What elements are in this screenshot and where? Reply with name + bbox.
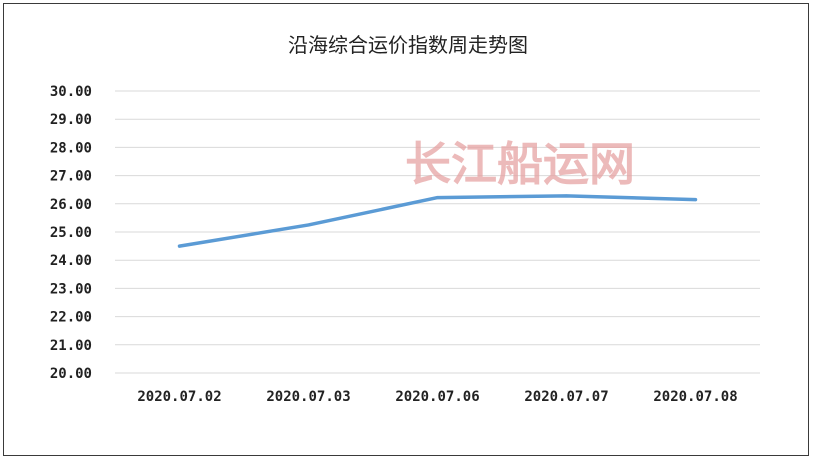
y-tick-label: 27.00	[50, 169, 92, 185]
data-point-1	[307, 223, 310, 227]
chart-frame	[3, 3, 809, 456]
x-tick-label: 2020.07.03	[266, 389, 350, 405]
y-tick-label: 21.00	[50, 338, 92, 354]
x-tick-label: 2020.07.08	[653, 389, 737, 405]
y-tick-label: 26.00	[50, 197, 92, 213]
watermark-text: 长江船运网	[405, 137, 635, 191]
x-tick-label: 2020.07.02	[137, 389, 221, 405]
x-axis-ticks: 2020.07.02 2020.07.03 2020.07.06 2020.07.07…	[137, 389, 737, 405]
y-axis-ticks: 20.00 21.00 22.00 23.00 24.00 25.00 26.00 27.00…	[50, 84, 92, 382]
data-point-4	[694, 198, 697, 202]
data-point-3	[565, 194, 568, 198]
y-tick-label: 30.00	[50, 84, 92, 100]
x-tick-label: 2020.07.06	[395, 389, 479, 405]
data-point-0	[178, 244, 181, 248]
y-tick-label: 25.00	[50, 225, 92, 241]
y-tick-label: 20.00	[50, 366, 92, 382]
series-layer	[177, 194, 698, 248]
data-point-2	[436, 196, 439, 200]
y-tick-label: 24.00	[50, 253, 92, 269]
x-tick-label: 2020.07.07	[524, 389, 608, 405]
chart-title: 沿海综合运价指数周走势图	[288, 33, 528, 57]
y-tick-label: 23.00	[50, 281, 92, 297]
y-tick-label: 28.00	[50, 140, 92, 156]
y-tick-label: 29.00	[50, 112, 92, 128]
grid-lines	[115, 90, 760, 374]
y-tick-label: 22.00	[50, 310, 92, 326]
